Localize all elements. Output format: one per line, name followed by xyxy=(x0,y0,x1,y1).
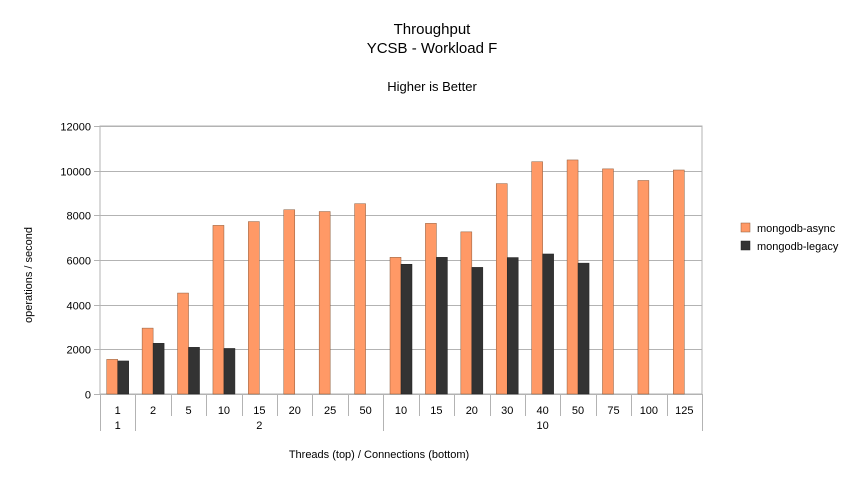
bar-mongodb-legacy-8 xyxy=(400,263,413,395)
x-tick-label: 75 xyxy=(607,405,619,417)
legend: mongodb-async mongodb-legacy xyxy=(740,222,839,253)
bar-mongodb-legacy-0 xyxy=(117,360,129,395)
bar-mongodb-async-7 xyxy=(354,203,366,395)
bar-mongodb-async-0 xyxy=(106,359,118,395)
y-tick-label: 8000 xyxy=(67,211,91,223)
x-tick-label: 50 xyxy=(359,405,371,417)
x-tick-label: 10 xyxy=(218,405,230,417)
y-axis-label: operations / second xyxy=(23,227,35,323)
bar-mongodb-legacy-11 xyxy=(506,257,519,395)
x-tick-label: 100 xyxy=(640,405,658,417)
legend-swatch-mongodb-legacy xyxy=(740,240,751,251)
bar-mongodb-legacy-13 xyxy=(577,262,590,395)
x-tick-label: 1 xyxy=(115,405,121,417)
bar-mongodb-async-11 xyxy=(495,183,508,395)
bar-mongodb-async-2 xyxy=(177,292,189,395)
chart-subtitle: YCSB - Workload F xyxy=(367,40,498,57)
chart-title: Throughput xyxy=(394,21,472,38)
legend-label-mongodb-legacy: mongodb-legacy xyxy=(757,241,839,253)
bar-mongodb-legacy-2 xyxy=(188,347,200,395)
bar-mongodb-async-15 xyxy=(637,180,650,395)
x-tick-label: 50 xyxy=(572,405,584,417)
x-axis-label: Threads (top) / Connections (bottom) xyxy=(289,449,469,461)
bar-mongodb-async-4 xyxy=(248,221,260,395)
legend-label-mongodb-async: mongodb-async xyxy=(757,223,836,235)
bar-mongodb-async-5 xyxy=(283,209,296,395)
bar-mongodb-legacy-1 xyxy=(152,343,165,395)
x-tick-label: 20 xyxy=(466,405,478,417)
bar-mongodb-async-9 xyxy=(425,223,437,395)
bar-mongodb-legacy-9 xyxy=(436,257,448,395)
bar-mongodb-legacy-3 xyxy=(223,348,236,395)
bar-mongodb-async-3 xyxy=(212,225,225,395)
bar-mongodb-legacy-12 xyxy=(542,253,554,395)
bar-mongodb-legacy-10 xyxy=(471,267,484,395)
bar-mongodb-async-1 xyxy=(141,327,154,395)
chart-note: Higher is Better xyxy=(387,79,477,94)
bar-mongodb-async-14 xyxy=(602,168,614,395)
x-group-label: 10 xyxy=(537,420,549,432)
y-tick-label: 6000 xyxy=(67,256,91,268)
legend-swatch-mongodb-async xyxy=(740,222,751,233)
x-tick-label: 125 xyxy=(675,405,693,417)
bar-mongodb-async-16 xyxy=(673,169,685,395)
bar-mongodb-async-13 xyxy=(566,159,579,395)
x-tick-label: 40 xyxy=(537,405,549,417)
y-axis-ticks: 0 2000 4000 6000 8000 10000 12000 xyxy=(60,122,100,402)
bar-mongodb-async-6 xyxy=(318,211,331,395)
x-group-label: 2 xyxy=(256,420,262,432)
x-tick-label: 30 xyxy=(501,405,513,417)
y-tick-label: 4000 xyxy=(67,301,91,313)
bar-mongodb-async-12 xyxy=(531,161,543,395)
x-tick-label: 2 xyxy=(150,405,156,417)
bar-mongodb-async-8 xyxy=(389,257,402,395)
y-tick-label: 10000 xyxy=(60,167,91,179)
x-tick-label: 15 xyxy=(253,405,265,417)
x-tick-label: 20 xyxy=(289,405,301,417)
y-tick-label: 12000 xyxy=(60,122,91,134)
x-tick-label: 10 xyxy=(395,405,407,417)
y-tick-label: 2000 xyxy=(67,345,91,357)
x-group-label: 1 xyxy=(115,420,121,432)
bars xyxy=(106,159,685,395)
x-tick-label: 15 xyxy=(430,405,442,417)
x-tick-label: 5 xyxy=(185,405,191,417)
x-tick-label: 25 xyxy=(324,405,336,417)
y-tick-label: 0 xyxy=(85,390,91,402)
bar-mongodb-async-10 xyxy=(460,231,473,395)
